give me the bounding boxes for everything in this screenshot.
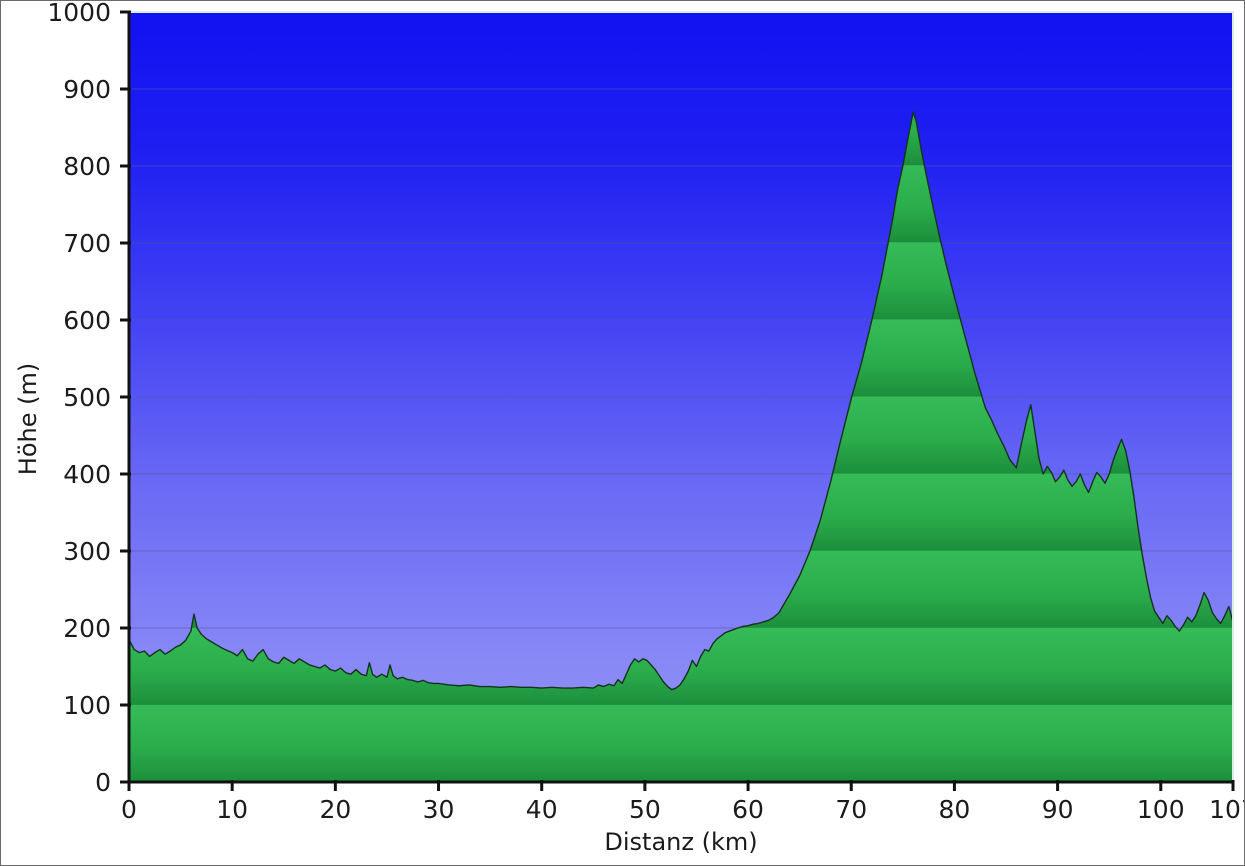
x-tick-label: 20 <box>319 795 351 824</box>
x-tick-label: 107 <box>1209 795 1245 824</box>
y-tick-label: 400 <box>63 460 111 489</box>
x-tick-label: 40 <box>526 795 558 824</box>
x-axis-ticks <box>127 780 1235 791</box>
y-tick-label: 200 <box>63 614 111 643</box>
terrain-area <box>129 112 1233 782</box>
x-tick-label: 10 <box>216 795 248 824</box>
y-axis-title: Höhe (m) <box>14 363 42 475</box>
y-tick-label: 100 <box>63 691 111 720</box>
x-tick-label: 100 <box>1137 795 1185 824</box>
y-tick-label: 700 <box>63 229 111 258</box>
x-tick-label: 0 <box>121 795 137 824</box>
terrain-outline <box>129 111 1233 691</box>
x-tick-label: 80 <box>939 795 971 824</box>
x-tick-label: 90 <box>1042 795 1074 824</box>
y-tick-label: 0 <box>95 768 111 797</box>
y-tick-label: 900 <box>63 75 111 104</box>
x-axis-tick-labels: 0 10 20 30 40 50 60 70 80 90 100 107 <box>121 795 1245 824</box>
x-tick-label: 30 <box>423 795 455 824</box>
y-tick-label: 600 <box>63 306 111 335</box>
y-tick-label: 300 <box>63 537 111 566</box>
y-tick-label: 500 <box>63 383 111 412</box>
y-axis-tick-labels: 0 100 200 300 400 500 600 700 800 900 1000 <box>47 1 111 797</box>
y-tick-label: 800 <box>63 152 111 181</box>
x-tick-label: 70 <box>835 795 867 824</box>
y-axis-ticks <box>120 10 131 784</box>
y-tick-label: 1000 <box>47 1 111 27</box>
x-tick-label: 50 <box>629 795 661 824</box>
x-tick-label: 60 <box>732 795 764 824</box>
x-axis-title: Distanz (km) <box>604 828 757 856</box>
